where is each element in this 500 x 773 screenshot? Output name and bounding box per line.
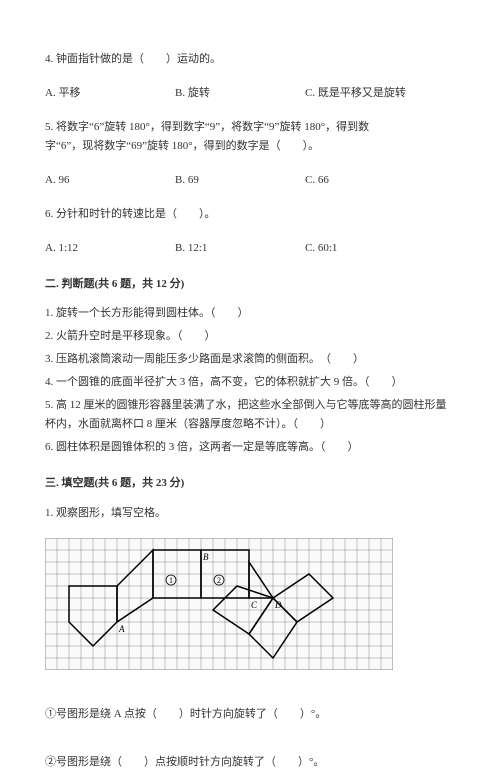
q5-option-b: B. 69	[175, 171, 305, 191]
q4-option-b: B. 旋转	[175, 84, 305, 104]
svg-text:D: D	[274, 600, 282, 610]
question-6: 6. 分针和时针的转速比是（ ）。	[45, 205, 455, 225]
q6-option-a: A. 1:12	[45, 239, 175, 259]
fill-sub2: ②号图形是绕（ ）点按顺时针方向旋转了（ ）°。	[45, 753, 455, 773]
grid-svg: 1 2 A B C D	[45, 538, 393, 670]
fill-sub1: ①号图形是绕 A 点按（ ）时针方向旋转了（ ）°。	[45, 705, 455, 725]
grid-figure: 1 2 A B C D	[45, 538, 455, 678]
section-3-title: 三. 填空题(共 6 题，共 23 分)	[45, 474, 455, 494]
q6-option-b: B. 12:1	[175, 239, 305, 259]
q6-options: A. 1:12 B. 12:1 C. 60:1	[45, 239, 455, 259]
judge-item: 1. 旋转一个长方形能得到圆柱体。（ ）	[45, 304, 455, 324]
section-2-title: 二. 判断题(共 6 题，共 12 分)	[45, 275, 455, 295]
svg-text:2: 2	[217, 576, 221, 585]
judge-item: 4. 一个圆锥的底面半径扩大 3 倍，高不变，它的体积就扩大 9 倍。（ ）	[45, 373, 455, 393]
q6-option-c: C. 60:1	[305, 239, 455, 259]
svg-text:1: 1	[169, 576, 173, 585]
judge-item: 2. 火箭升空时是平移现象。（ ）	[45, 327, 455, 347]
svg-text:A: A	[118, 624, 125, 634]
judge-item: 5. 高 12 厘米的圆锥形容器里装满了水，把这些水全部倒入与它等底等高的圆柱形…	[45, 396, 455, 436]
q5-option-a: A. 96	[45, 171, 175, 191]
q4-option-c: C. 既是平移又是旋转	[305, 84, 455, 104]
fill-q1: 1. 观察图形，填写空格。	[45, 504, 455, 524]
q4-text: 4. 钟面指针做的是（ ）运动的。	[45, 53, 221, 65]
question-5: 5. 将数字“6”旋转 180°，得到数字“9”，将数字“9”旋转 180°，得…	[45, 118, 455, 158]
q4-option-a: A. 平移	[45, 84, 175, 104]
judge-item: 6. 圆柱体积是圆锥体积的 3 倍，这两者一定是等底等高。（ ）	[45, 438, 455, 458]
q4-options: A. 平移 B. 旋转 C. 既是平移又是旋转	[45, 84, 455, 104]
q6-text: 6. 分针和时针的转速比是（ ）。	[45, 208, 216, 220]
q5-line2: 字“6”，现将数字“69”旋转 180°，得到的数字是（ ）。	[45, 137, 455, 157]
q5-options: A. 96 B. 69 C. 66	[45, 171, 455, 191]
judge-item: 3. 压路机滚筒滚动一周能压多少路面是求滚筒的侧面积。 （ ）	[45, 350, 455, 370]
judge-list: 1. 旋转一个长方形能得到圆柱体。（ ） 2. 火箭升空时是平移现象。（ ） 3. …	[45, 304, 455, 458]
q5-line1: 5. 将数字“6”旋转 180°，得到数字“9”，将数字“9”旋转 180°，得…	[45, 118, 455, 138]
svg-text:C: C	[251, 600, 258, 610]
q5-option-c: C. 66	[305, 171, 455, 191]
svg-text:B: B	[203, 552, 209, 562]
question-4: 4. 钟面指针做的是（ ）运动的。	[45, 50, 455, 70]
